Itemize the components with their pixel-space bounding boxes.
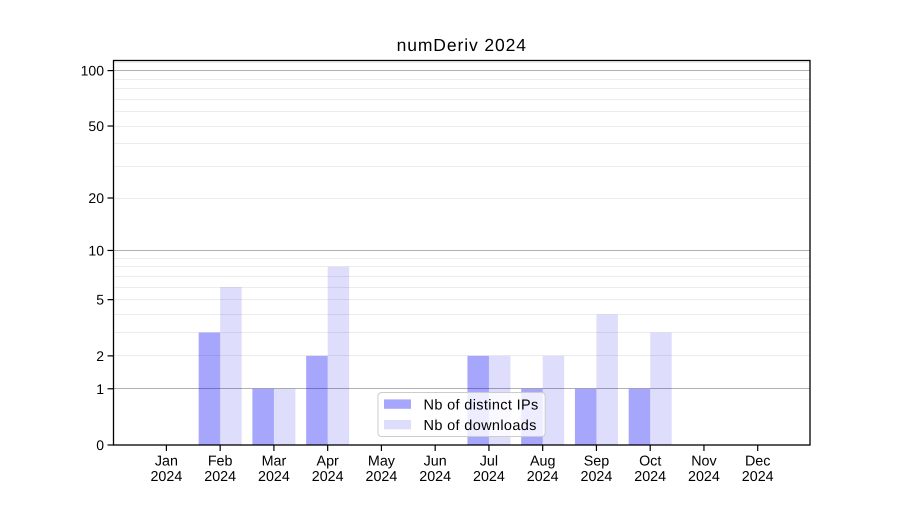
svg-text:2024: 2024 (150, 469, 182, 485)
svg-text:May: May (368, 454, 396, 470)
svg-text:Nb of downloads: Nb of downloads (424, 418, 537, 434)
svg-text:2024: 2024 (204, 469, 236, 485)
svg-text:2: 2 (96, 348, 104, 364)
svg-text:Nov: Nov (691, 454, 717, 470)
svg-text:100: 100 (81, 63, 105, 79)
svg-text:Mar: Mar (262, 454, 287, 470)
svg-text:50: 50 (88, 118, 104, 134)
svg-text:Jun: Jun (424, 454, 447, 470)
svg-text:20: 20 (88, 190, 104, 206)
svg-text:2024: 2024 (527, 469, 559, 485)
svg-text:Aug: Aug (530, 454, 555, 470)
svg-text:Jan: Jan (155, 454, 178, 470)
svg-text:2024: 2024 (419, 469, 451, 485)
svg-text:2024: 2024 (742, 469, 774, 485)
svg-text:2024: 2024 (634, 469, 666, 485)
svg-text:5: 5 (96, 292, 104, 308)
svg-text:Jul: Jul (480, 454, 498, 470)
svg-text:2024: 2024 (312, 469, 344, 485)
svg-text:2024: 2024 (581, 469, 613, 485)
svg-text:Apr: Apr (317, 454, 339, 470)
svg-text:Feb: Feb (208, 454, 233, 470)
svg-text:Oct: Oct (639, 454, 661, 470)
svg-text:numDeriv 2024: numDeriv 2024 (397, 35, 527, 55)
svg-text:2024: 2024 (366, 469, 398, 485)
svg-text:2024: 2024 (473, 469, 505, 485)
svg-text:1: 1 (96, 381, 104, 397)
svg-text:Sep: Sep (584, 454, 609, 470)
svg-text:Dec: Dec (745, 454, 770, 470)
svg-text:0: 0 (96, 437, 104, 453)
svg-text:Nb of distinct IPs: Nb of distinct IPs (424, 398, 539, 414)
svg-text:2024: 2024 (688, 469, 720, 485)
svg-text:10: 10 (88, 242, 104, 258)
svg-text:2024: 2024 (258, 469, 290, 485)
